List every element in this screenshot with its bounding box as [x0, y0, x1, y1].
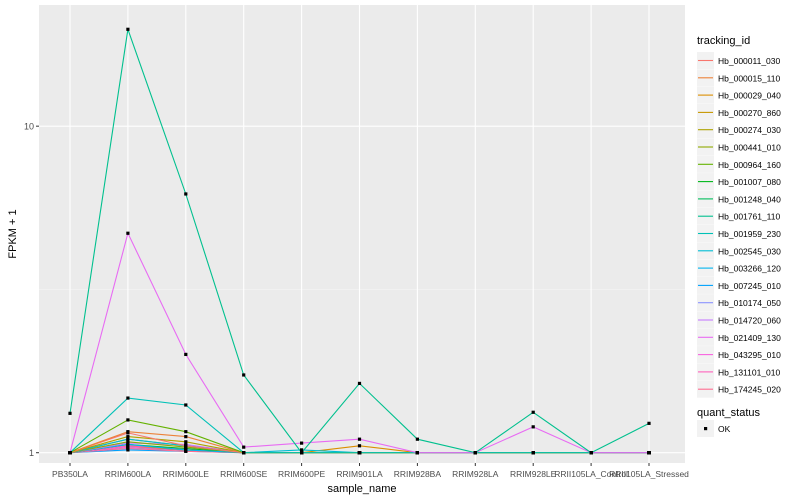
- x-tick-label: RRIM600PE: [278, 469, 326, 479]
- legend-label: Hb_174245_020: [718, 385, 781, 395]
- legend-items: Hb_000011_030 Hb_000015_110 Hb_000029_040 H…: [697, 52, 781, 398]
- legend-label: Hb_001761_110: [718, 212, 781, 222]
- x-tick-label: RRIM928LA: [452, 469, 499, 479]
- data-point-Hb_174245_020: [647, 451, 651, 455]
- data-point-Hb_174245_020: [300, 451, 304, 455]
- data-point-Hb_174245_020: [415, 451, 419, 455]
- data-point-Hb_001959_230: [126, 396, 130, 400]
- data-point-Hb_001761_110: [415, 437, 419, 441]
- x-tick-label: RRIM600SE: [220, 469, 268, 479]
- legend-label: Hb_002545_030: [718, 246, 781, 256]
- legend-status-items: OK: [697, 420, 731, 437]
- data-point-Hb_131101_010: [184, 446, 188, 451]
- data-point-Hb_021409_130: [531, 425, 535, 429]
- legend-status-point: [704, 427, 708, 431]
- legend-label: Hb_001248_040: [718, 194, 781, 204]
- data-point-Hb_002545_030: [300, 448, 304, 452]
- plot-panel: [39, 5, 685, 463]
- x-tick-label: RRIM928LE: [510, 469, 557, 479]
- data-point-Hb_021409_130: [242, 445, 246, 449]
- legend-label: Hb_000441_010: [718, 143, 781, 153]
- data-point-Hb_001761_110: [357, 381, 362, 386]
- data-point-Hb_000964_160: [126, 418, 130, 422]
- data-point-Hb_001761_110: [647, 421, 651, 425]
- data-point-Hb_131101_010: [126, 444, 130, 448]
- data-point-Hb_174245_020: [473, 451, 477, 455]
- data-point-Hb_001761_110: [531, 410, 535, 414]
- y-tick-label: 10: [24, 122, 34, 132]
- x-tick-label: RRII105LA_Stressed: [609, 469, 689, 479]
- data-point-Hb_001761_110: [68, 411, 72, 415]
- x-tick-label: RRIM600LE: [163, 469, 210, 479]
- data-point-Hb_000015_110: [126, 430, 130, 434]
- x-axis: PB350LA RRIM600LA RRIM600LE RRIM600SE RRIM60…: [52, 463, 689, 479]
- data-point-Hb_014720_060: [126, 441, 130, 445]
- data-point-Hb_174245_020: [242, 451, 246, 455]
- series-points: [68, 27, 651, 455]
- data-point-Hb_174245_020: [68, 451, 72, 455]
- legend-label: Hb_021409_130: [718, 333, 781, 343]
- legend-label: Hb_010174_050: [718, 298, 781, 308]
- legend: tracking_id Hb_000011_030Hb_000015_110Hb…: [697, 35, 781, 437]
- y-tick-label: 1: [29, 448, 34, 458]
- x-tick-label: RRIM901LA: [336, 469, 383, 479]
- data-point-Hb_174245_020: [357, 451, 362, 455]
- x-tick-label: PB350LA: [52, 469, 88, 479]
- data-point-Hb_021409_130: [126, 231, 130, 235]
- data-point-Hb_000029_040: [357, 444, 362, 448]
- legend-label: Hb_000029_040: [718, 91, 781, 101]
- data-point-Hb_174245_020: [589, 451, 593, 455]
- data-point-Hb_001761_110: [184, 192, 188, 196]
- x-axis-title: sample_name: [327, 483, 396, 495]
- legend-status-label: OK: [718, 424, 731, 434]
- legend-label: Hb_001959_230: [718, 229, 781, 239]
- legend-label: Hb_007245_010: [718, 281, 781, 291]
- data-point-Hb_021409_130: [357, 437, 362, 441]
- data-point-Hb_174245_020: [531, 451, 535, 455]
- data-point-Hb_000274_030: [184, 440, 188, 444]
- legend-label: Hb_000015_110: [718, 73, 781, 83]
- data-point-Hb_021409_130: [184, 352, 188, 357]
- y-axis-title: FPKM + 1: [7, 209, 19, 258]
- x-tick-label: RRIM928BA: [394, 469, 442, 479]
- legend-label: Hb_043295_010: [718, 350, 781, 360]
- legend-title-tracking-id: tracking_id: [697, 35, 750, 47]
- data-point-Hb_001761_110: [242, 373, 246, 377]
- legend-label: Hb_000270_860: [718, 108, 781, 118]
- data-point-Hb_174245_020: [184, 449, 188, 453]
- data-point-Hb_001959_230: [184, 403, 188, 407]
- data-point-Hb_021409_130: [300, 441, 304, 445]
- legend-label: Hb_131101_010: [718, 367, 781, 377]
- legend-label: Hb_000274_030: [718, 125, 781, 135]
- data-point-Hb_000964_160: [184, 430, 188, 434]
- legend-label: Hb_000964_160: [718, 160, 781, 170]
- y-axis: 1 10: [24, 122, 39, 458]
- data-point-Hb_000015_110: [184, 435, 188, 439]
- data-point-Hb_000274_030: [126, 435, 130, 439]
- data-point-Hb_014720_060: [184, 442, 188, 447]
- data-point-Hb_174245_020: [126, 446, 130, 451]
- legend-label: Hb_003266_120: [718, 264, 781, 274]
- data-point-Hb_002545_030: [126, 437, 130, 441]
- legend-label: Hb_001007_080: [718, 177, 781, 187]
- legend-title-quant-status: quant_status: [697, 407, 760, 419]
- x-tick-label: RRII105LA_Control: [554, 469, 628, 479]
- legend-label: Hb_014720_060: [718, 316, 781, 326]
- data-point-Hb_001761_110: [126, 27, 130, 31]
- x-tick-label: RRIM600LA: [105, 469, 152, 479]
- legend-label: Hb_000011_030: [718, 56, 781, 66]
